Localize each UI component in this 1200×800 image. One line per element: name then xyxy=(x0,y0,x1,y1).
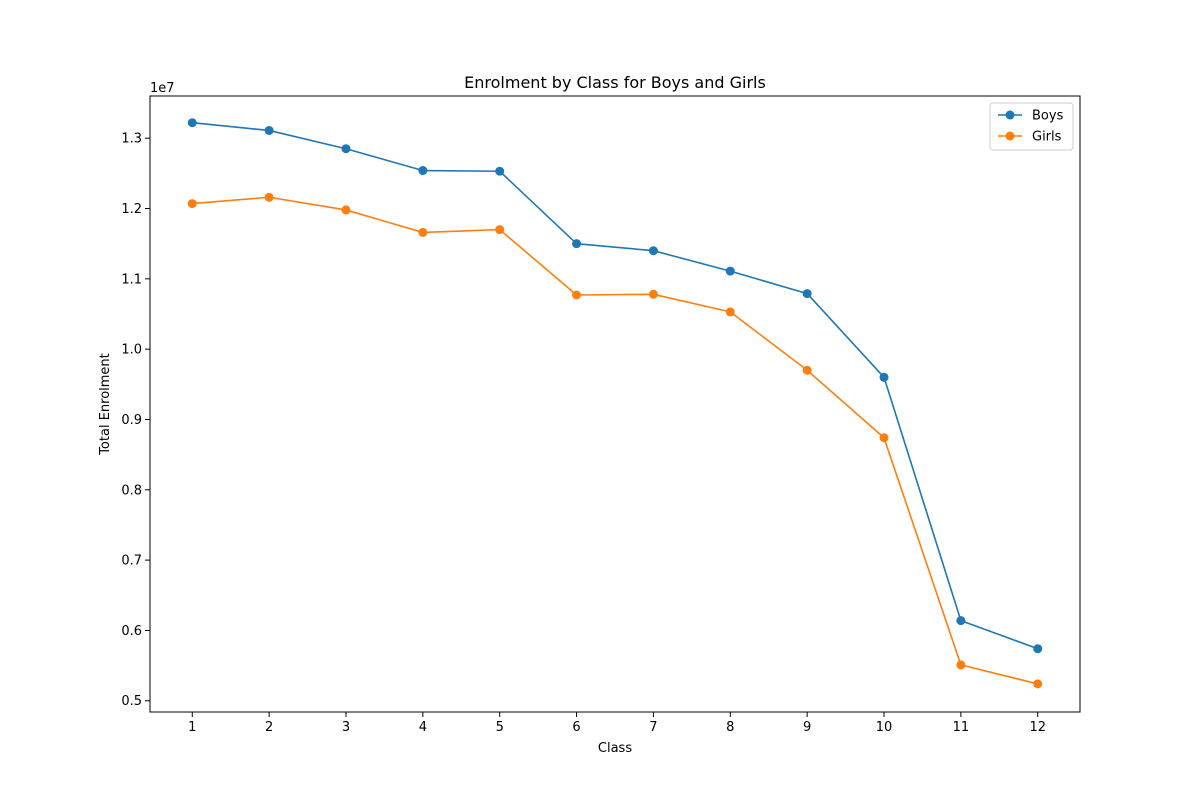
data-point-girls xyxy=(187,199,197,209)
x-axis: 1 2 3 4 5 6 7 8 9 10 11 12 xyxy=(188,712,1046,735)
data-point-girls xyxy=(418,227,428,237)
data-point-girls xyxy=(264,192,274,202)
x-tick-label: 8 xyxy=(726,720,734,735)
legend-label-girls: Girls xyxy=(1032,130,1062,145)
x-axis-label: Class xyxy=(598,741,632,756)
y-tick-label: 1.1 xyxy=(121,272,142,287)
x-tick-label: 5 xyxy=(496,720,504,735)
x-tick-label: 1 xyxy=(188,720,196,735)
x-tick-label: 12 xyxy=(1029,720,1046,735)
x-tick-label: 3 xyxy=(342,720,350,735)
y-tick-label: 0.6 xyxy=(121,624,142,639)
plot-frame xyxy=(149,95,1081,713)
y-tick-label: 1.0 xyxy=(121,343,142,358)
data-point-girls xyxy=(1033,679,1043,689)
legend-marker-girls xyxy=(1005,131,1015,141)
legend-marker-boys xyxy=(1005,110,1015,120)
y-tick-label: 1.2 xyxy=(121,202,142,217)
data-point-girls xyxy=(572,290,582,300)
data-point-boys xyxy=(1033,644,1043,654)
data-point-boys xyxy=(264,125,274,135)
data-point-boys xyxy=(418,166,428,176)
data-point-girls xyxy=(495,225,505,235)
data-point-boys xyxy=(956,616,966,626)
data-point-girls xyxy=(341,205,351,215)
chart-title: Enrolment by Class for Boys and Girls xyxy=(464,73,766,92)
data-point-girls xyxy=(725,307,735,317)
x-tick-label: 2 xyxy=(265,720,273,735)
y-tick-label: 0.8 xyxy=(121,483,142,498)
series-layer xyxy=(187,118,1043,689)
x-tick-label: 7 xyxy=(649,720,657,735)
data-point-boys xyxy=(187,118,197,128)
y-tick-label: 0.5 xyxy=(121,694,142,709)
data-point-girls xyxy=(879,433,889,443)
x-tick-label: 6 xyxy=(572,720,580,735)
y-tick-label: 0.7 xyxy=(121,554,142,569)
data-point-girls xyxy=(802,365,812,375)
y-offset-label: 1e7 xyxy=(150,81,175,96)
y-tick-label: 1.3 xyxy=(121,132,142,147)
data-point-girls xyxy=(648,289,658,299)
data-point-boys xyxy=(341,144,351,154)
series-line-girls xyxy=(192,196,1038,685)
data-point-boys xyxy=(495,166,505,176)
legend-label-boys: Boys xyxy=(1032,109,1064,124)
x-tick-label: 4 xyxy=(419,720,427,735)
y-axis: 0.5 0.6 0.7 0.8 0.9 1.0 1.1 1.2 1.3 xyxy=(121,132,150,709)
data-point-boys xyxy=(725,266,735,276)
series-line-boys xyxy=(192,121,1039,650)
y-tick-label: 0.9 xyxy=(121,413,142,428)
x-tick-label: 11 xyxy=(953,720,970,735)
y-axis-label: Total Enrolment xyxy=(98,353,113,456)
x-tick-label: 9 xyxy=(803,720,811,735)
data-point-boys xyxy=(879,372,889,382)
x-tick-label: 10 xyxy=(876,720,893,735)
legend: Boys Girls xyxy=(989,102,1074,151)
data-point-boys xyxy=(572,239,582,249)
data-point-girls xyxy=(956,660,966,670)
data-point-boys xyxy=(802,289,812,299)
data-point-boys xyxy=(648,246,658,256)
